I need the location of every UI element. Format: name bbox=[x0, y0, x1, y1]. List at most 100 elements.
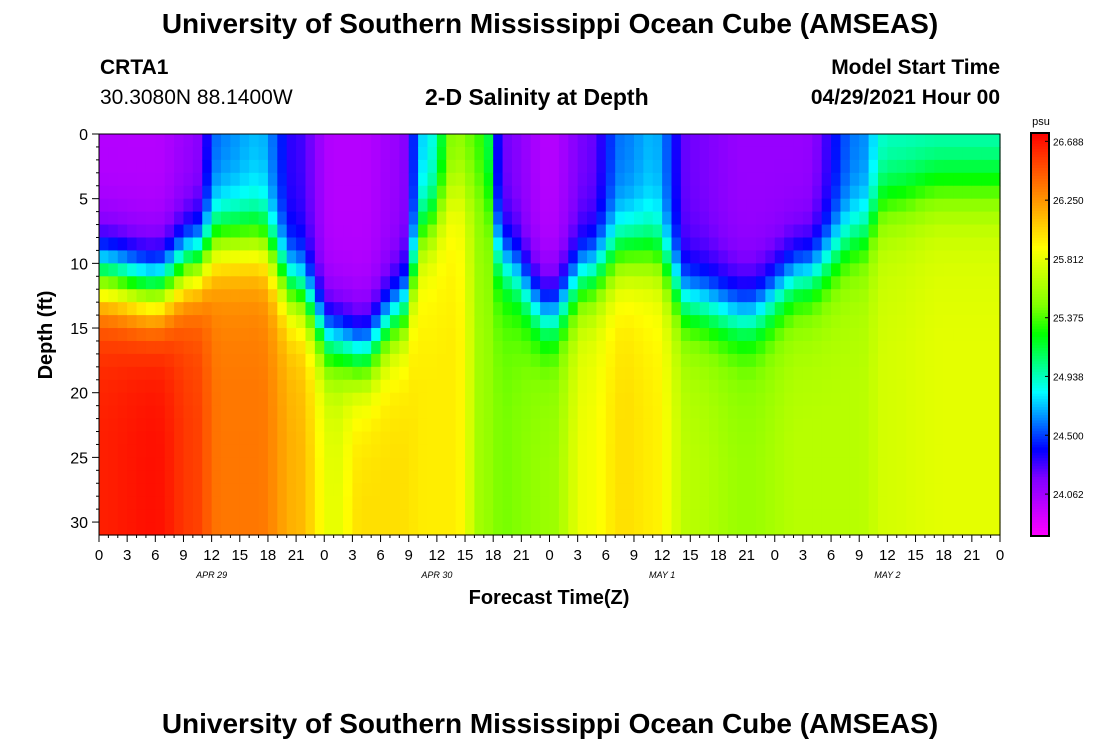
heatmap-cell bbox=[558, 470, 569, 484]
colorbar-band bbox=[1031, 200, 1049, 204]
heatmap-cell bbox=[399, 172, 410, 187]
heatmap-cell bbox=[324, 444, 335, 458]
heatmap-cell bbox=[896, 172, 907, 187]
heatmap-cell bbox=[174, 392, 185, 407]
heatmap-cell bbox=[333, 146, 344, 161]
heatmap-cell bbox=[305, 250, 316, 264]
heatmap-cell bbox=[155, 211, 166, 226]
heatmap-cell bbox=[643, 237, 654, 252]
heatmap-cell bbox=[493, 134, 504, 148]
heatmap-cell bbox=[286, 496, 297, 510]
heatmap-cell bbox=[127, 379, 138, 394]
heatmap-cell bbox=[221, 483, 231, 497]
heatmap-cell bbox=[624, 444, 635, 458]
heatmap-cell bbox=[258, 496, 269, 510]
heatmap-cell bbox=[436, 263, 447, 277]
heatmap-cell bbox=[859, 172, 870, 187]
heatmap-cell bbox=[953, 392, 964, 407]
heatmap-cell bbox=[709, 185, 720, 200]
heatmap-cell bbox=[662, 444, 673, 458]
heatmap-cell bbox=[483, 134, 494, 148]
heatmap-cell bbox=[108, 302, 119, 316]
heatmap-cell bbox=[971, 392, 982, 407]
heatmap-cell bbox=[436, 134, 447, 148]
heatmap-cell bbox=[887, 509, 898, 523]
heatmap-cell bbox=[211, 185, 222, 200]
heatmap-cell bbox=[802, 263, 813, 277]
colorbar-band bbox=[1031, 307, 1049, 311]
heatmap-cell bbox=[587, 379, 598, 394]
heatmap-cell bbox=[643, 250, 654, 264]
heatmap-cell bbox=[596, 172, 607, 187]
colorbar-band bbox=[1031, 240, 1049, 244]
heatmap-cell bbox=[896, 146, 907, 161]
heatmap-cell bbox=[906, 302, 917, 316]
heatmap-cell bbox=[934, 470, 945, 484]
heatmap-cell bbox=[680, 237, 691, 252]
heatmap-cell bbox=[493, 379, 504, 394]
heatmap-cell bbox=[549, 211, 560, 226]
colorbar-band bbox=[1031, 237, 1049, 242]
heatmap-cell bbox=[633, 172, 644, 187]
heatmap-cell bbox=[605, 198, 616, 213]
heatmap-cell bbox=[699, 134, 710, 148]
heatmap-cell bbox=[343, 353, 354, 368]
heatmap-cell bbox=[774, 431, 785, 446]
heatmap-cell bbox=[643, 470, 654, 484]
heatmap-cell bbox=[446, 470, 457, 484]
heatmap-cell bbox=[127, 496, 138, 510]
heatmap-cell bbox=[399, 159, 410, 174]
heatmap-cell bbox=[690, 134, 701, 148]
heatmap-cell bbox=[343, 405, 354, 420]
heatmap-cell bbox=[174, 405, 185, 420]
colorbar-band bbox=[1031, 189, 1049, 193]
heatmap-cell bbox=[145, 431, 156, 446]
heatmap-cell bbox=[305, 172, 316, 187]
heatmap-cell bbox=[887, 483, 898, 497]
heatmap-cell bbox=[483, 328, 494, 342]
heatmap-cell bbox=[202, 509, 213, 523]
heatmap-cell bbox=[314, 328, 325, 342]
heatmap-cell bbox=[277, 237, 288, 252]
heatmap-cell bbox=[549, 444, 560, 458]
heatmap-cell bbox=[164, 159, 175, 174]
heatmap-cell bbox=[549, 237, 560, 252]
heatmap-cell bbox=[924, 431, 935, 446]
heatmap-cell bbox=[399, 250, 410, 264]
heatmap-cell bbox=[643, 224, 654, 239]
heatmap-cell bbox=[690, 392, 701, 407]
heatmap-cell bbox=[915, 392, 926, 407]
heatmap-cell bbox=[924, 315, 935, 329]
heatmap-cell bbox=[511, 185, 522, 200]
heatmap-cell bbox=[164, 134, 175, 148]
heatmap-cell bbox=[718, 444, 729, 458]
heatmap-cell bbox=[633, 483, 644, 497]
heatmap-cell bbox=[418, 224, 429, 239]
colorbar-tick-label: 24.500 bbox=[1053, 431, 1084, 442]
heatmap-cell bbox=[934, 431, 945, 446]
colorbar: 26.68826.25025.81225.37524.93824.50024.0… bbox=[1030, 132, 1084, 537]
heatmap-cell bbox=[305, 340, 316, 355]
heatmap-cell bbox=[981, 159, 992, 174]
heatmap-cell bbox=[784, 263, 795, 277]
heatmap-cell bbox=[953, 211, 964, 226]
heatmap-cell bbox=[868, 392, 879, 407]
heatmap-cell bbox=[108, 276, 119, 290]
heatmap-cell bbox=[784, 134, 795, 148]
heatmap-cell bbox=[755, 379, 766, 394]
heatmap-cell bbox=[108, 134, 119, 148]
heatmap-cell bbox=[981, 405, 992, 420]
heatmap-cell bbox=[446, 289, 457, 303]
heatmap-cell bbox=[558, 379, 569, 394]
heatmap-cell bbox=[465, 250, 476, 264]
heatmap-cell bbox=[418, 483, 429, 497]
heatmap-cell bbox=[877, 379, 888, 394]
heatmap-cell bbox=[802, 470, 813, 484]
colorbar-band bbox=[1031, 415, 1049, 419]
heatmap-cell bbox=[221, 315, 231, 329]
heatmap-cell bbox=[831, 496, 842, 510]
heatmap-cell bbox=[737, 237, 748, 252]
x-tick-label: 9 bbox=[855, 547, 863, 564]
heatmap-cell bbox=[840, 509, 851, 523]
heatmap-cell bbox=[465, 418, 476, 433]
